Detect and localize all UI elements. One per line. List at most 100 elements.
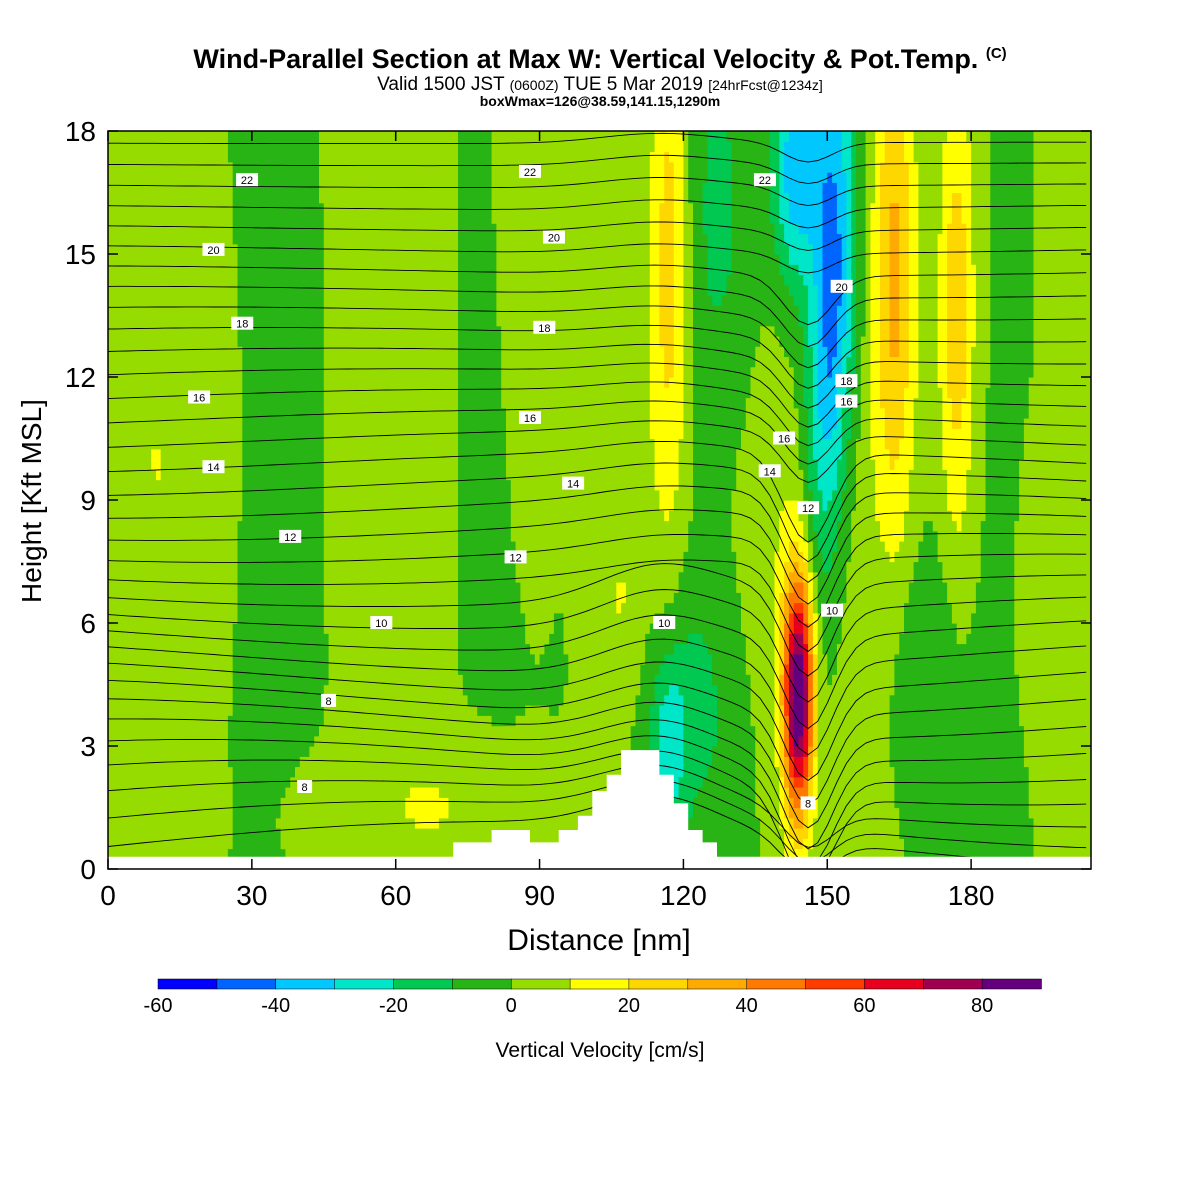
velocity-cell: [491, 131, 497, 224]
velocity-cell: [146, 131, 152, 869]
velocity-cell: [223, 131, 229, 869]
velocity-cell: [366, 131, 373, 869]
velocity-cell: [841, 602, 848, 869]
velocity-cell: [132, 131, 138, 869]
velocity-cell: [784, 756, 790, 788]
velocity-cell: [755, 131, 761, 347]
velocity-cell: [889, 766, 895, 869]
velocity-cell: [702, 182, 708, 235]
velocity-cell: [688, 131, 694, 204]
velocity-cell: [323, 633, 330, 686]
velocity-cell: [654, 489, 660, 614]
velocity-cell: [1004, 131, 1011, 869]
theta-contour-labels: 8 8 8 10 10 10 12 12 12 14 14 14 16 16 16 16 18 18 18 20 20 2…: [188, 165, 858, 810]
velocity-cell: [812, 459, 819, 532]
theta-contour-line: [108, 533, 1087, 628]
velocity-cell: [784, 715, 790, 757]
velocity-cell: [966, 141, 972, 470]
velocity-cell: [923, 131, 929, 522]
velocity-cell: [961, 131, 967, 224]
contour-label: 22: [241, 175, 253, 187]
velocity-cell: [659, 346, 665, 511]
velocity-cell: [592, 131, 598, 869]
velocity-cell: [798, 469, 804, 522]
velocity-cell: [467, 131, 473, 706]
velocity-cell: [918, 541, 924, 869]
velocity-cell: [803, 407, 809, 501]
velocity-cell: [788, 776, 795, 798]
theta-contour-line: [108, 735, 1087, 862]
velocity-cell: [836, 131, 843, 235]
colorbar-tick-label: 60: [853, 995, 875, 1017]
velocity-cell: [788, 735, 795, 757]
velocity-cell: [793, 776, 800, 788]
velocity-cell: [741, 633, 747, 869]
velocity-cell: [525, 643, 531, 706]
colorbar-swatch: [923, 978, 983, 990]
velocity-cell: [779, 592, 785, 675]
velocity-cell: [549, 715, 555, 869]
velocity-cell: [712, 305, 718, 686]
velocity-cell: [788, 838, 795, 869]
velocity-cell: [659, 131, 665, 204]
velocity-cell: [928, 131, 934, 522]
theta-contour-line: [108, 154, 1087, 185]
velocity-cell: [712, 684, 718, 747]
velocity-cell: [156, 131, 162, 450]
colorbar-tick-label: 20: [618, 995, 640, 1017]
theta-contour-line: [108, 343, 1087, 409]
velocity-cell: [184, 131, 191, 869]
theta-contour-line: [108, 462, 1087, 563]
theta-contour-line: [108, 779, 1087, 862]
velocity-cell: [779, 346, 785, 511]
velocity-cell: [904, 161, 910, 388]
velocity-cell: [808, 571, 814, 604]
velocity-cell: [803, 807, 809, 839]
y-tick-label: 0: [80, 854, 96, 885]
contour-label-box: [835, 374, 858, 388]
velocity-cell: [486, 131, 493, 716]
velocity-cell: [688, 520, 694, 634]
velocity-cell: [151, 448, 157, 470]
velocity-cell: [251, 131, 258, 869]
velocity-cell: [908, 131, 915, 470]
velocity-cell: [290, 131, 296, 778]
velocity-cell: [793, 756, 800, 778]
velocity-cell: [841, 407, 848, 491]
velocity-cell: [942, 582, 948, 869]
contour-label: 16: [778, 434, 790, 446]
velocity-cell: [587, 131, 593, 869]
velocity-cell: [1067, 131, 1073, 869]
velocity-cell: [280, 797, 286, 850]
velocity-cell: [788, 295, 795, 368]
velocity-cell: [669, 161, 675, 378]
contour-label-box: [830, 279, 853, 293]
contour-label: 14: [567, 479, 579, 491]
colorbar-tick-label: 80: [971, 995, 993, 1017]
velocity-cell: [980, 131, 987, 522]
velocity-cell: [827, 131, 833, 173]
velocity-cell: [788, 653, 795, 737]
velocity-cell: [611, 131, 617, 869]
velocity-cell: [443, 797, 450, 819]
velocity-cell: [784, 284, 790, 358]
velocity-cell: [817, 612, 824, 869]
velocity-cell: [889, 561, 895, 696]
velocity-cell: [894, 131, 900, 204]
velocity-cell: [323, 684, 330, 869]
velocity-cell: [558, 612, 565, 706]
velocity-cell: [822, 131, 828, 183]
velocity-cell: [621, 602, 627, 869]
velocity-cell: [822, 438, 828, 511]
colorbar-swatch: [628, 978, 689, 990]
velocity-cell: [808, 489, 814, 542]
velocity-cell: [486, 715, 493, 869]
velocity-cell: [693, 131, 699, 634]
velocity-cell: [745, 131, 752, 399]
velocity-cell: [889, 694, 895, 768]
velocity-cell: [808, 541, 814, 573]
colorbar-swatch: [864, 978, 925, 990]
velocity-cell: [798, 612, 804, 634]
velocity-cell: [539, 705, 545, 869]
velocity-cell: [697, 787, 704, 869]
